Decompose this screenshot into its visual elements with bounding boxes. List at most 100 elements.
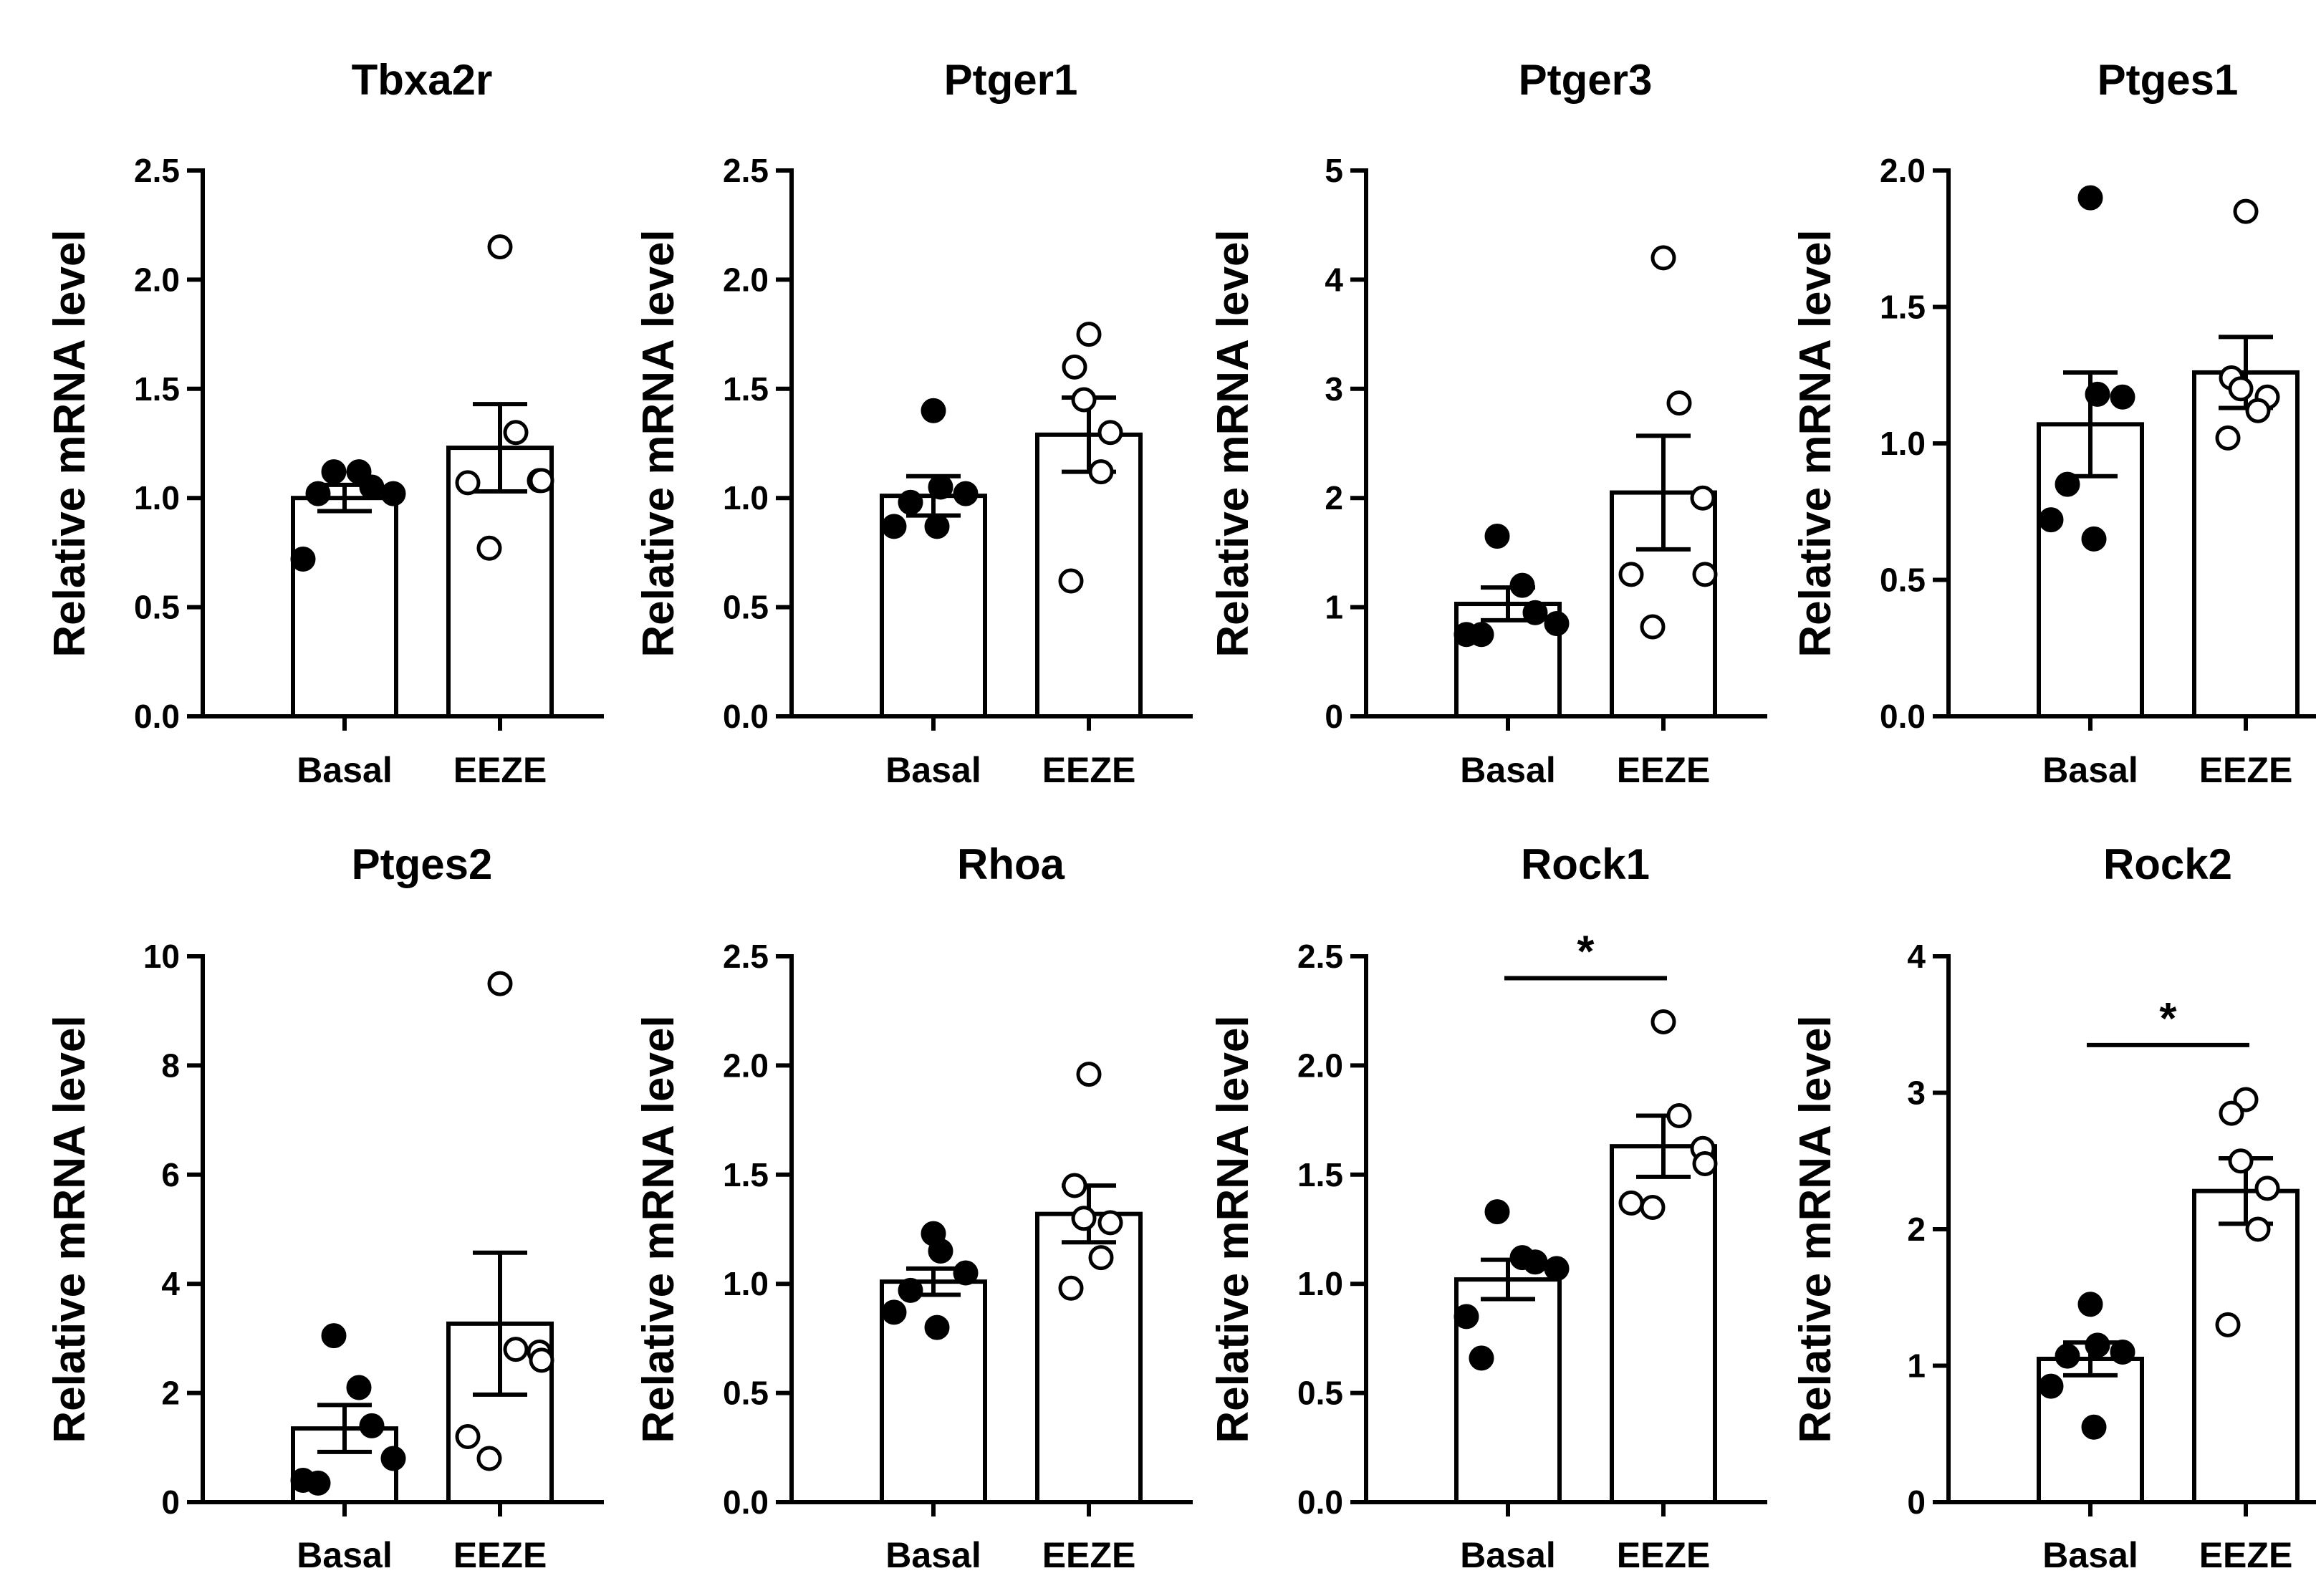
data-point-basal [359, 1413, 385, 1438]
data-point-basal [290, 547, 316, 572]
x-tick-label-basal: Basal [2042, 750, 2138, 790]
bar-eeze [2192, 1188, 2300, 1505]
y-tick-label: 6 [161, 1156, 180, 1193]
y-tick-label: 2.5 [1297, 938, 1343, 975]
y-axis-label: Relative mRNA level [1791, 1015, 1840, 1443]
y-tick-label: 1.5 [723, 370, 769, 408]
y-tick-label: 1 [1325, 589, 1343, 626]
y-tick-label: 1 [1907, 1347, 1926, 1385]
x-tick-label-basal: Basal [1460, 750, 1555, 790]
data-point-eeze [1062, 354, 1087, 380]
x-tick-label-basal: Basal [2042, 1535, 2138, 1575]
y-tick-label: 2.0 [723, 261, 769, 298]
data-point-basal [2110, 1339, 2135, 1365]
y-tick-label: 1.5 [134, 370, 180, 408]
y-tick-label: 2.0 [134, 261, 180, 298]
data-point-eeze [1690, 485, 1716, 511]
y-tick-label: 2 [1907, 1211, 1926, 1248]
data-point-basal [2038, 507, 2064, 533]
data-point-eeze [2245, 1216, 2271, 1242]
data-point-basal [881, 514, 907, 539]
data-point-basal [380, 1446, 406, 1471]
x-tick-label-basal: Basal [297, 750, 392, 790]
data-point-eeze [2245, 398, 2271, 423]
data-point-eeze [487, 234, 513, 260]
data-point-eeze [1650, 1009, 1676, 1034]
x-tick-label-eeze: EEZE [2199, 750, 2293, 790]
panel-rock2: Rock2 Relative mRNA level 0 1 2 3 4 Basal EEZE * [1791, 840, 2316, 1575]
y-tick-label: 0.5 [1297, 1375, 1343, 1412]
y-tick-label: 1.0 [1880, 425, 1926, 462]
data-point-eeze [487, 971, 513, 996]
y-tick-label: 4 [161, 1265, 180, 1302]
panel-title: Ptges2 [352, 840, 493, 888]
data-point-eeze [476, 1446, 502, 1471]
data-point-basal [2055, 1343, 2080, 1369]
y-tick-label: 0.0 [723, 698, 769, 735]
data-point-basal [924, 514, 950, 539]
data-point-basal [2077, 1292, 2103, 1317]
panel-title: Tbxa2r [352, 56, 493, 104]
data-point-eeze [1062, 1173, 1087, 1198]
y-tick-label: 0 [161, 1484, 180, 1521]
data-point-eeze [1058, 1275, 1084, 1301]
data-point-basal [1453, 1304, 1479, 1330]
data-point-eeze [1692, 562, 1718, 587]
y-tick-label: 2.5 [723, 152, 769, 189]
panel-title: Rock2 [2103, 840, 2232, 888]
y-tick-label: 1.5 [1880, 289, 1926, 326]
y-tick-label: 1.0 [723, 1265, 769, 1302]
data-point-eeze [2215, 1312, 2241, 1337]
y-tick-label: 0.0 [1880, 698, 1926, 735]
data-point-basal [924, 1314, 950, 1340]
data-point-basal [2110, 384, 2135, 410]
x-tick-label-basal: Basal [885, 1535, 981, 1575]
data-point-eeze [1618, 1190, 1644, 1216]
y-axis-label: Relative mRNA level [1791, 229, 1840, 657]
data-point-basal [1522, 1249, 1548, 1275]
data-point-eeze [2219, 1100, 2244, 1126]
data-point-eeze [476, 535, 502, 561]
data-point-eeze [1076, 1062, 1102, 1087]
data-point-eeze [1640, 1195, 1666, 1221]
data-point-eeze [455, 470, 481, 496]
data-point-basal [346, 1375, 372, 1400]
data-point-eeze [1097, 420, 1123, 446]
y-tick-label: 0.0 [134, 698, 180, 735]
data-point-basal [321, 1323, 347, 1349]
data-point-basal [928, 474, 953, 500]
panel-title: Ptger3 [1519, 56, 1653, 104]
y-tick-label: 2.5 [723, 938, 769, 975]
data-point-basal [2055, 471, 2080, 497]
data-point-basal [1469, 1345, 1494, 1371]
data-point-eeze [1076, 322, 1102, 347]
x-tick-label-eeze: EEZE [1042, 750, 1136, 790]
data-point-eeze [2233, 198, 2259, 224]
data-point-basal [321, 459, 347, 485]
y-axis-label: Relative mRNA level [634, 229, 683, 657]
y-tick-label: 1.5 [1297, 1156, 1343, 1193]
data-point-basal [2085, 1332, 2110, 1358]
y-tick-label: 0.5 [723, 1375, 769, 1412]
data-point-basal [2038, 1373, 2064, 1399]
bar-eeze [1035, 432, 1143, 718]
data-point-eeze [2228, 1148, 2254, 1174]
y-tick-label: 0 [1907, 1484, 1926, 1521]
panel-ptger3: Ptger3 Relative mRNA level 0 1 2 3 4 5 Basal EEZE [1209, 56, 1767, 790]
data-point-basal [898, 1277, 923, 1303]
data-point-basal [1544, 1256, 1570, 1282]
data-point-basal [380, 481, 406, 506]
y-axis-label: Relative mRNA level [1209, 1015, 1258, 1443]
significance-label: * [2159, 994, 2177, 1044]
data-point-eeze [2254, 1176, 2280, 1201]
y-tick-label: 0 [1325, 698, 1343, 735]
data-point-basal [2085, 381, 2110, 407]
x-tick-label-eeze: EEZE [2199, 1535, 2293, 1575]
data-point-eeze [503, 1337, 529, 1362]
data-point-basal [921, 398, 946, 423]
y-tick-label: 1.0 [1297, 1265, 1343, 1302]
data-point-eeze [1088, 459, 1114, 485]
significance-label: * [1577, 927, 1595, 976]
data-point-eeze [1097, 1210, 1123, 1236]
